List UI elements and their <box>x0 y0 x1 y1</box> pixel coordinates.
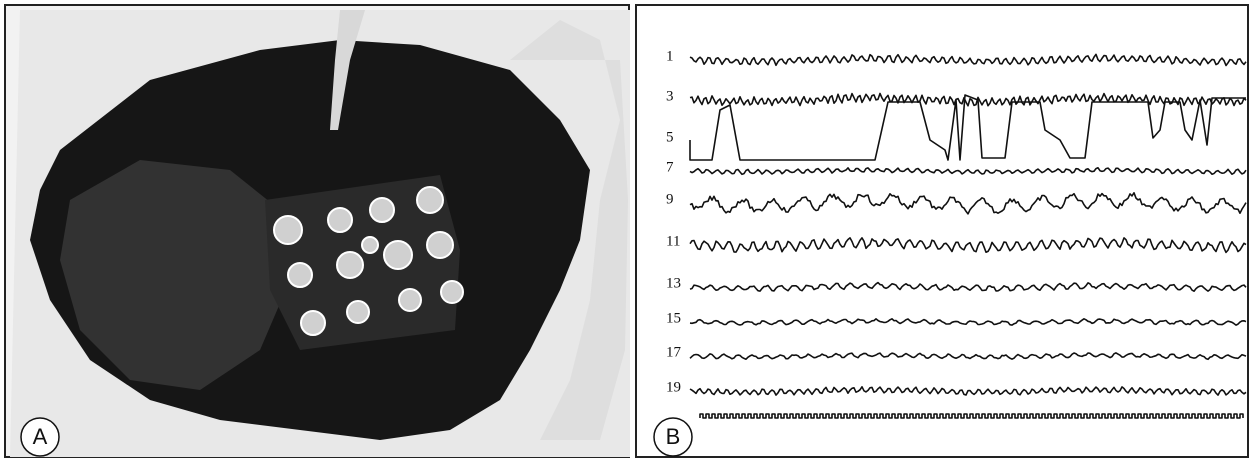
panel-label: A <box>33 424 48 449</box>
brain-photo <box>10 10 630 457</box>
channel-label: 11 <box>666 233 680 249</box>
channel-label: 13 <box>666 275 681 291</box>
channel-label: 1 <box>666 48 674 64</box>
channel-label: 3 <box>666 88 674 104</box>
channel-label: 15 <box>666 310 681 326</box>
panel-label: B <box>666 424 681 449</box>
channel-label: 5 <box>666 129 674 145</box>
figure: A B 135791113151719 <box>0 0 1253 461</box>
channel-label: 19 <box>666 379 681 395</box>
channel-label: 17 <box>666 344 682 360</box>
channel-label: 7 <box>666 159 674 175</box>
channel-label: 9 <box>666 191 674 207</box>
